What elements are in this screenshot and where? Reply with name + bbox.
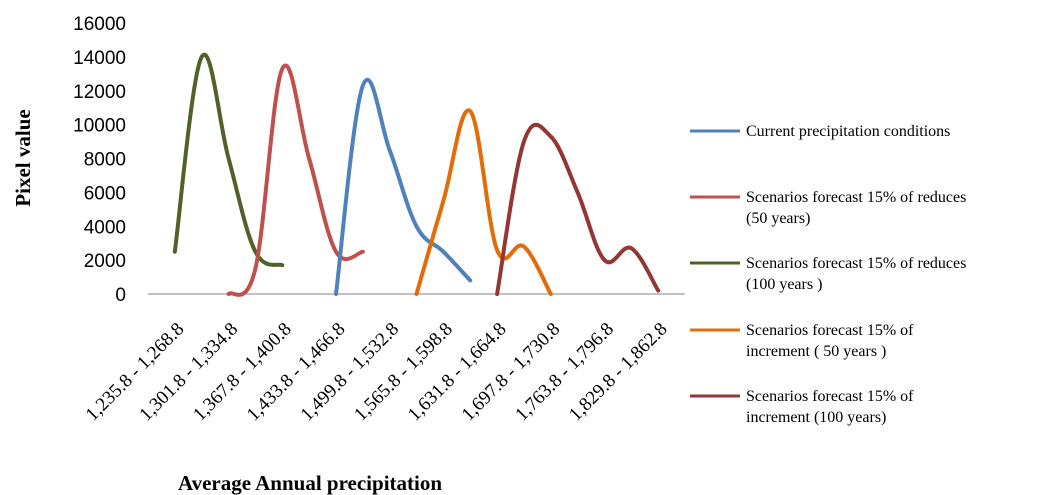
series-layer xyxy=(172,52,661,297)
x-tick-label: 1,235.8 - 1,268.8 xyxy=(82,319,189,426)
x-tick-label: 1,829.8 - 1,862.8 xyxy=(565,319,672,426)
y-tick-label: 12000 xyxy=(73,82,126,103)
legend-label: Scenarios forecast 15% of reduces (100 ye… xyxy=(746,255,966,293)
y-tick-label: 2000 xyxy=(84,251,126,272)
legend-label-line: Scenarios forecast 15% of xyxy=(746,388,914,405)
y-tick-label: 0 xyxy=(115,285,126,306)
legend-label-line: Scenarios forecast 15% of reduces xyxy=(746,189,966,206)
y-tick-label: 14000 xyxy=(73,48,126,69)
legend-label-line: Scenarios forecast 15% of reduces xyxy=(746,255,966,272)
legend-entry: Scenarios forecast 15% of increment ( 50 … xyxy=(690,322,914,360)
legend-label-line: (50 years) xyxy=(746,210,810,227)
x-tick-label: 1,301.8 - 1,334.8 xyxy=(135,319,242,426)
x-tick-label: 1,631.8 - 1,664.8 xyxy=(404,319,511,426)
x-tick-label: 1,433.8 - 1,466.8 xyxy=(243,319,350,426)
legend-label: Current precipitation conditions xyxy=(746,123,950,140)
legend-label-line: increment (100 years) xyxy=(746,409,886,426)
x-tick-label: 1,367.8 - 1,400.8 xyxy=(189,319,296,426)
legend-label: Scenarios forecast 15% of increment (100 … xyxy=(746,388,914,426)
y-tick-label: 10000 xyxy=(73,116,126,137)
legend-entry: Current precipitation conditions xyxy=(690,123,950,140)
series-line xyxy=(226,63,365,297)
y-tick-label: 8000 xyxy=(84,150,126,171)
y-tick-label: 16000 xyxy=(73,14,126,35)
x-tick-label: 1,499.8 - 1,532.8 xyxy=(297,319,404,426)
legend-entry: Scenarios forecast 15% of reduces (100 ye… xyxy=(690,255,966,293)
series-line xyxy=(334,77,473,296)
y-axis-title: Pixel value xyxy=(11,109,35,206)
legend-entry: Scenarios forecast 15% of reduces (50 yea… xyxy=(690,189,966,227)
series-line xyxy=(414,108,553,296)
legend-label: Scenarios forecast 15% of reduces (50 yea… xyxy=(746,189,966,227)
legend-label-line: Scenarios forecast 15% of xyxy=(746,322,914,339)
x-tick-label: 1,763.8 - 1,796.8 xyxy=(511,319,618,426)
y-tick-label: 6000 xyxy=(84,183,126,204)
series-line xyxy=(172,52,285,268)
x-axis: 1,235.8 - 1,268.81,301.8 - 1,334.81,367.… xyxy=(82,293,685,426)
legend-label-line: increment ( 50 years ) xyxy=(746,343,886,360)
legend: Current precipitation conditions Scenario… xyxy=(690,123,966,426)
legend-label-line: (100 years ) xyxy=(746,276,822,293)
x-tick-label: 1,697.8 - 1,730.8 xyxy=(458,319,565,426)
legend-label-line: Current precipitation conditions xyxy=(746,123,950,140)
legend-label: Scenarios forecast 15% of increment ( 50 … xyxy=(746,322,914,360)
x-tick-label: 1,565.8 - 1,598.8 xyxy=(350,319,457,426)
y-tick-label: 4000 xyxy=(84,217,126,238)
y-axis: 0 2000 4000 6000 8000 10000 12000 14000 16000 xyxy=(73,14,126,306)
x-axis-title: Average Annual precipitation xyxy=(178,471,442,495)
legend-entry: Scenarios forecast 15% of increment (100 … xyxy=(690,388,914,426)
series-line xyxy=(495,122,661,296)
